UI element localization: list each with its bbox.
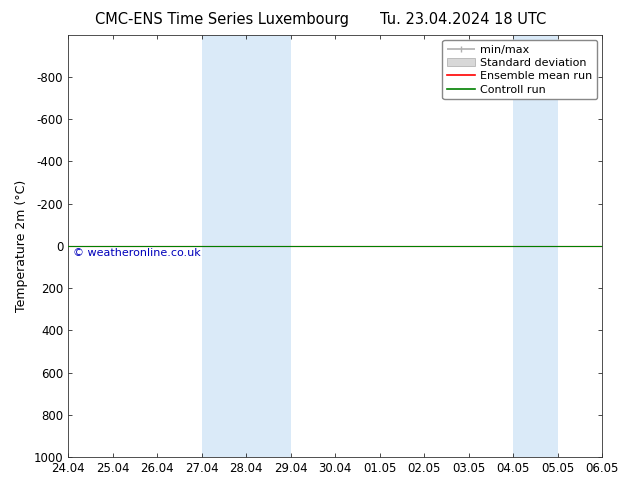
Text: Tu. 23.04.2024 18 UTC: Tu. 23.04.2024 18 UTC: [380, 12, 546, 27]
Legend: min/max, Standard deviation, Ensemble mean run, Controll run: min/max, Standard deviation, Ensemble me…: [443, 40, 597, 99]
Bar: [514, 35, 558, 457]
Text: © weatheronline.co.uk: © weatheronline.co.uk: [74, 248, 201, 258]
Text: CMC-ENS Time Series Luxembourg: CMC-ENS Time Series Luxembourg: [95, 12, 349, 27]
Y-axis label: Temperature 2m (°C): Temperature 2m (°C): [15, 180, 28, 312]
Bar: [202, 35, 290, 457]
